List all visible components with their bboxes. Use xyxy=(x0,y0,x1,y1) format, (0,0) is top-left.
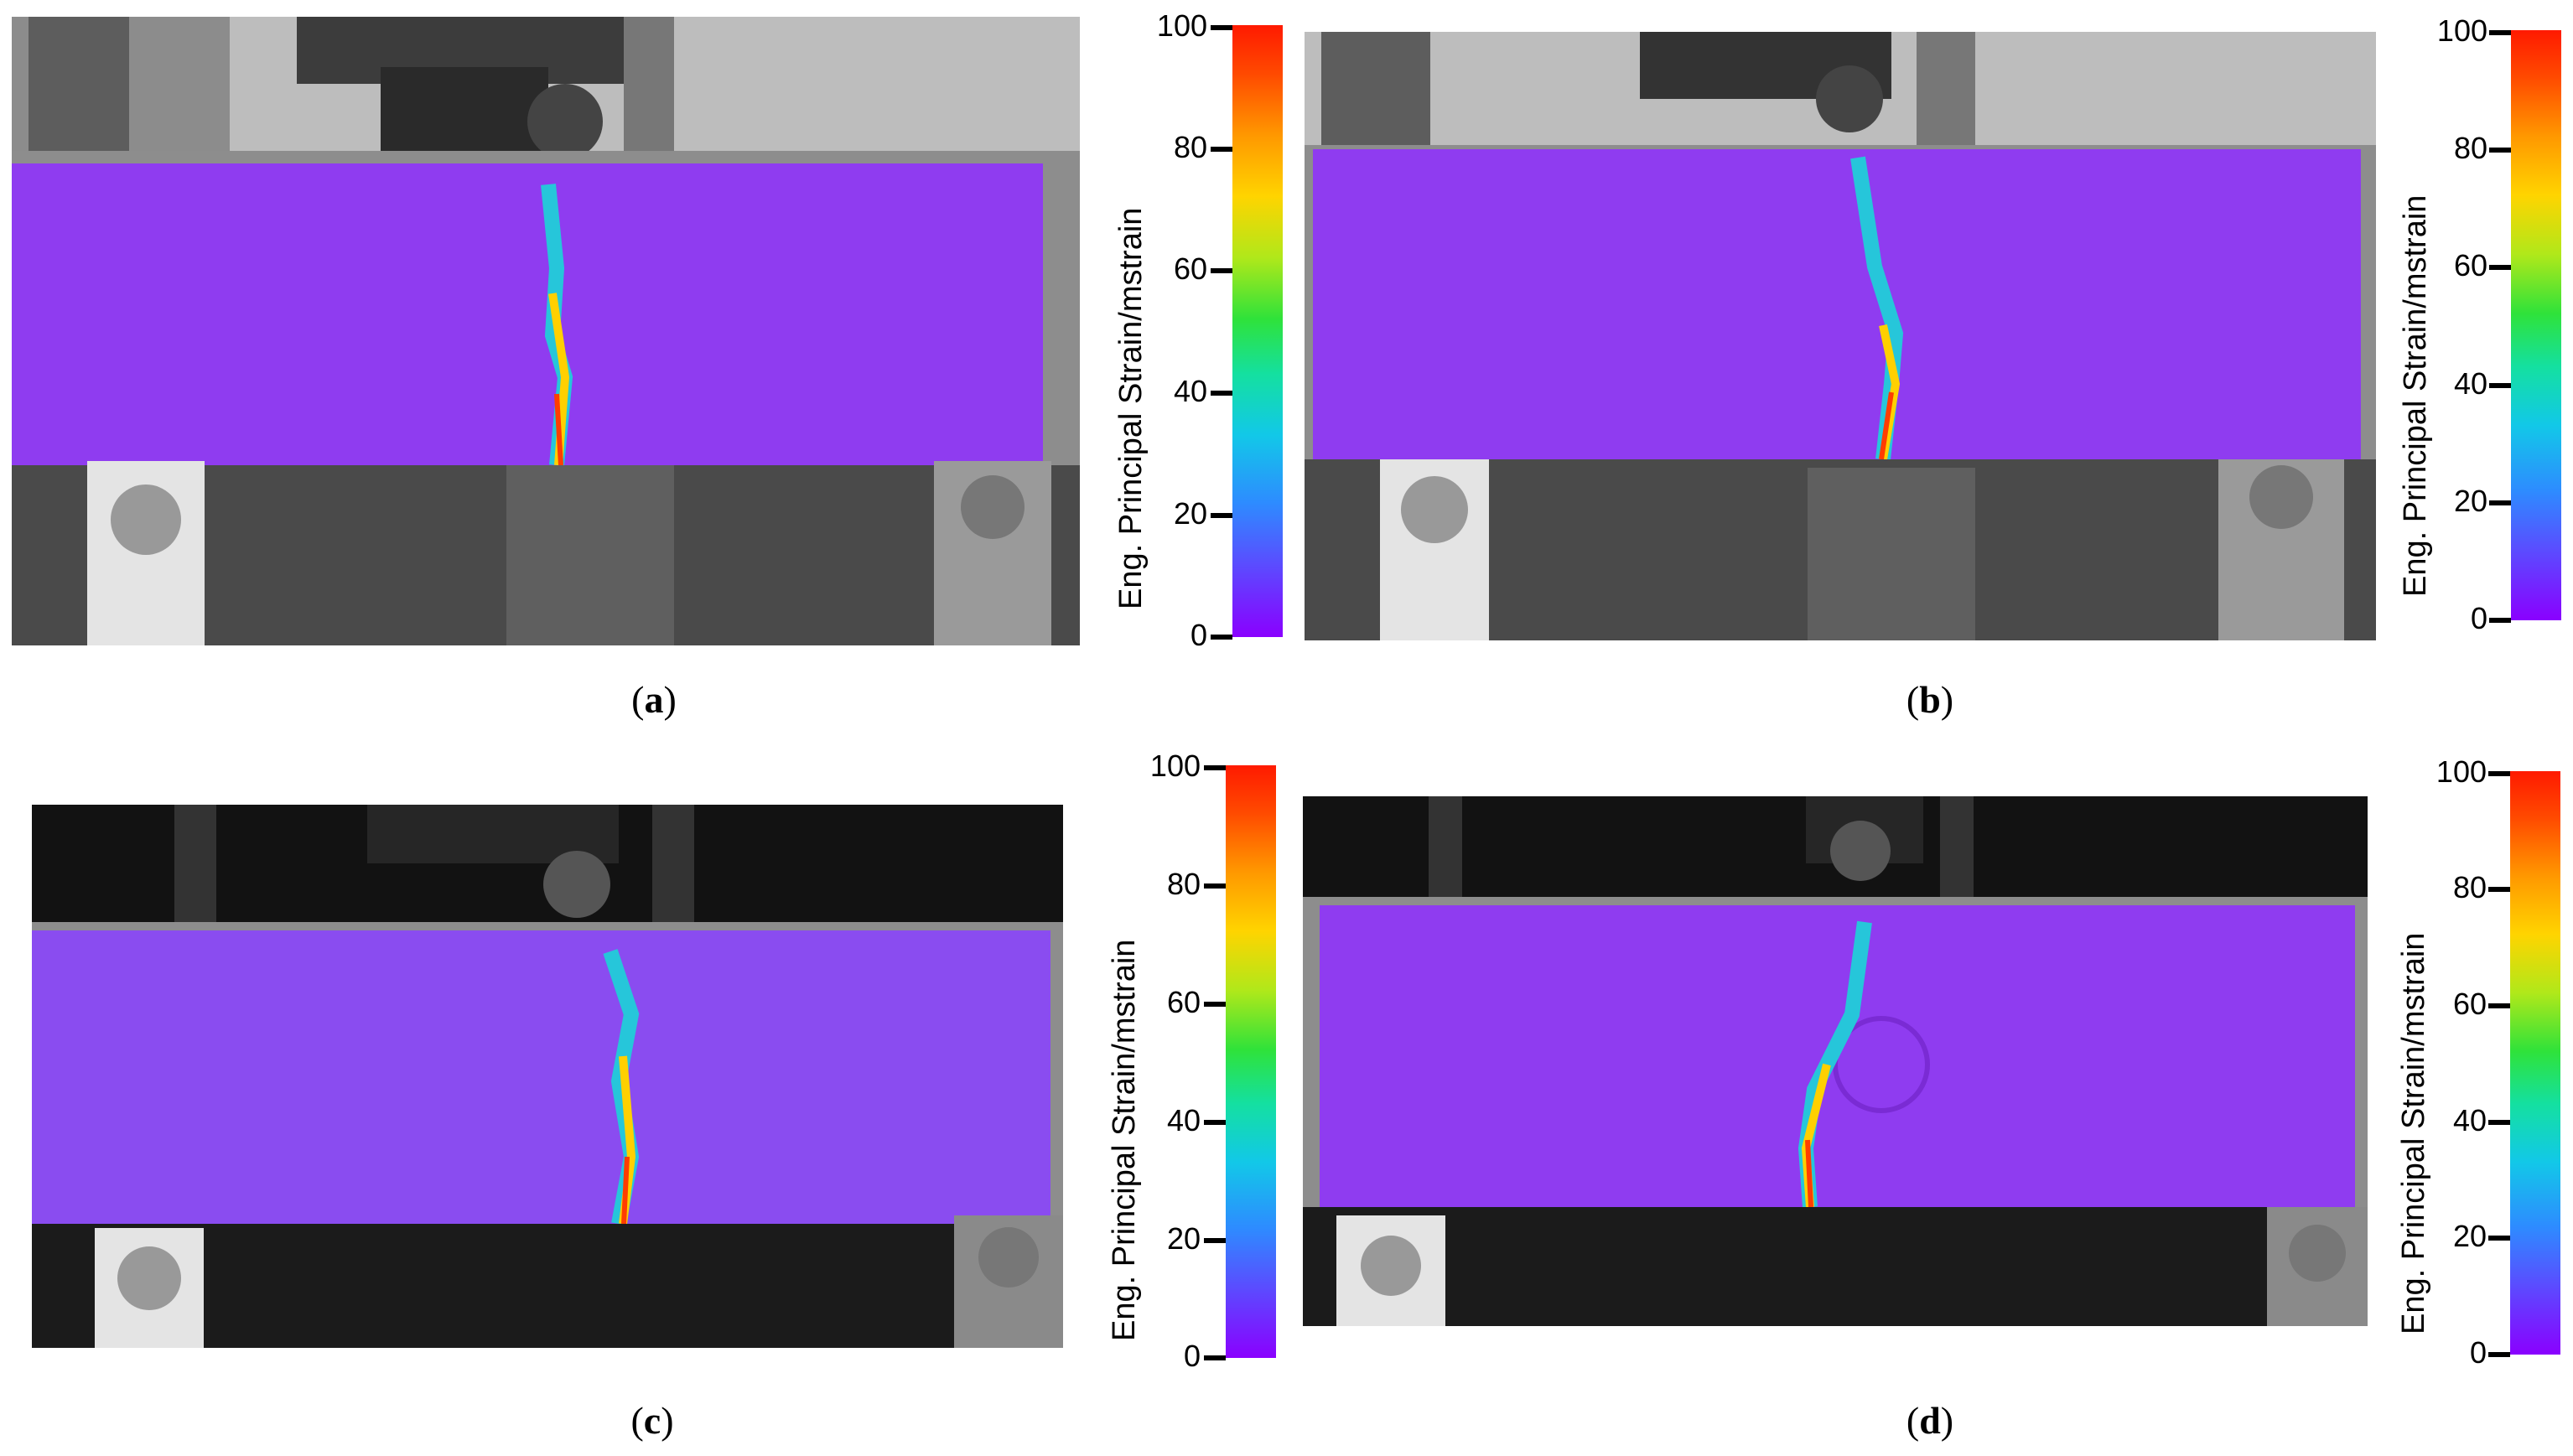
colorbar-title-c: Eng. Principal Strain/mstrain xyxy=(1107,939,1142,1341)
colorbar-gradient xyxy=(2510,771,2560,1355)
caption-c: (c) xyxy=(630,1399,674,1442)
colorbar-tick xyxy=(1211,391,1232,396)
colorbar-tick-label: 80 xyxy=(2452,870,2487,904)
colorbar-tick xyxy=(2488,1120,2510,1125)
colorbar-tick xyxy=(1211,513,1232,518)
colorbar-tick xyxy=(1211,147,1232,152)
colorbar-tick-label: 0 xyxy=(2470,601,2487,635)
colorbar-tick-label: 60 xyxy=(2452,987,2487,1021)
colorbar-tick xyxy=(2489,30,2511,35)
colorbar-title-d: Eng. Principal Strain/mstrain xyxy=(2396,932,2431,1334)
colorbar-tick-label: 40 xyxy=(2453,366,2487,401)
caption-b: (b) xyxy=(1906,678,1954,721)
colorbar-tick-label: 0 xyxy=(1183,1339,1201,1373)
colorbar-tick-label: 100 xyxy=(2436,13,2487,48)
colorbar-tick xyxy=(1204,1238,1226,1243)
colorbar-tick-label: 40 xyxy=(1173,374,1207,408)
colorbar-tick-label: 0 xyxy=(1190,618,1207,652)
colorbar-tick xyxy=(1204,883,1226,889)
colorbar-tick xyxy=(1211,635,1232,640)
colorbar-gradient xyxy=(1232,25,1283,637)
caption-d: (d) xyxy=(1906,1399,1954,1442)
colorbar-b: 100 80 60 40 20 0 xyxy=(2430,13,2573,635)
colorbar-c: 100 80 60 40 20 0 xyxy=(1133,749,1293,1373)
colorbar-tick xyxy=(2488,1352,2510,1357)
colorbar-tick-label: 40 xyxy=(2452,1103,2487,1137)
colorbar-title-b: Eng. Principal Strain/mstrain xyxy=(2398,194,2433,597)
colorbar-tick-label: 100 xyxy=(2436,754,2487,789)
colorbar-gradient xyxy=(1226,765,1276,1358)
colorbar-tick xyxy=(2488,1236,2510,1241)
colorbar-tick xyxy=(1211,25,1232,30)
colorbar-d: 100 80 60 40 20 0 xyxy=(2430,754,2572,1370)
colorbar-title-a: Eng. Principal Strain/mstrain xyxy=(1113,207,1149,609)
colorbar-tick xyxy=(1204,1355,1226,1360)
colorbar-tick-label: 80 xyxy=(1166,867,1201,901)
dic-strain-photo-b xyxy=(1305,32,2376,640)
colorbar-tick-label: 20 xyxy=(1166,1221,1201,1256)
dic-strain-photo-c xyxy=(32,805,1063,1348)
dic-strain-photo-d xyxy=(1303,796,2368,1326)
colorbar-tick xyxy=(2489,148,2511,153)
caption-a: (a) xyxy=(631,678,677,721)
colorbar-tick-label: 20 xyxy=(2453,484,2487,518)
colorbar-tick xyxy=(1204,765,1226,770)
colorbar-tick-label: 60 xyxy=(1173,251,1207,286)
dic-strain-photo-a xyxy=(12,17,1080,645)
colorbar-tick-label: 40 xyxy=(1166,1103,1201,1137)
colorbar-gradient xyxy=(2511,30,2561,620)
colorbar-a: 100 80 60 40 20 0 xyxy=(1140,8,1299,652)
colorbar-tick-label: 100 xyxy=(1156,8,1207,43)
colorbar-tick xyxy=(2488,1003,2510,1008)
colorbar-tick xyxy=(2488,887,2510,892)
colorbar-tick-label: 20 xyxy=(2452,1219,2487,1253)
colorbar-tick xyxy=(1204,1002,1226,1007)
colorbar-tick-label: 20 xyxy=(1173,496,1207,531)
colorbar-tick-label: 60 xyxy=(1166,985,1201,1019)
colorbar-tick-label: 80 xyxy=(2453,131,2487,165)
colorbar-tick xyxy=(2489,265,2511,270)
colorbar-tick xyxy=(2489,618,2511,623)
colorbar-tick-label: 0 xyxy=(2469,1335,2487,1370)
colorbar-tick-label: 80 xyxy=(1173,130,1207,164)
colorbar-tick xyxy=(1211,268,1232,273)
colorbar-tick xyxy=(1204,1120,1226,1125)
colorbar-tick xyxy=(2489,500,2511,505)
colorbar-tick-label: 60 xyxy=(2453,248,2487,282)
colorbar-tick-label: 100 xyxy=(1149,749,1201,783)
colorbar-tick xyxy=(2488,771,2510,776)
colorbar-tick xyxy=(2489,383,2511,388)
